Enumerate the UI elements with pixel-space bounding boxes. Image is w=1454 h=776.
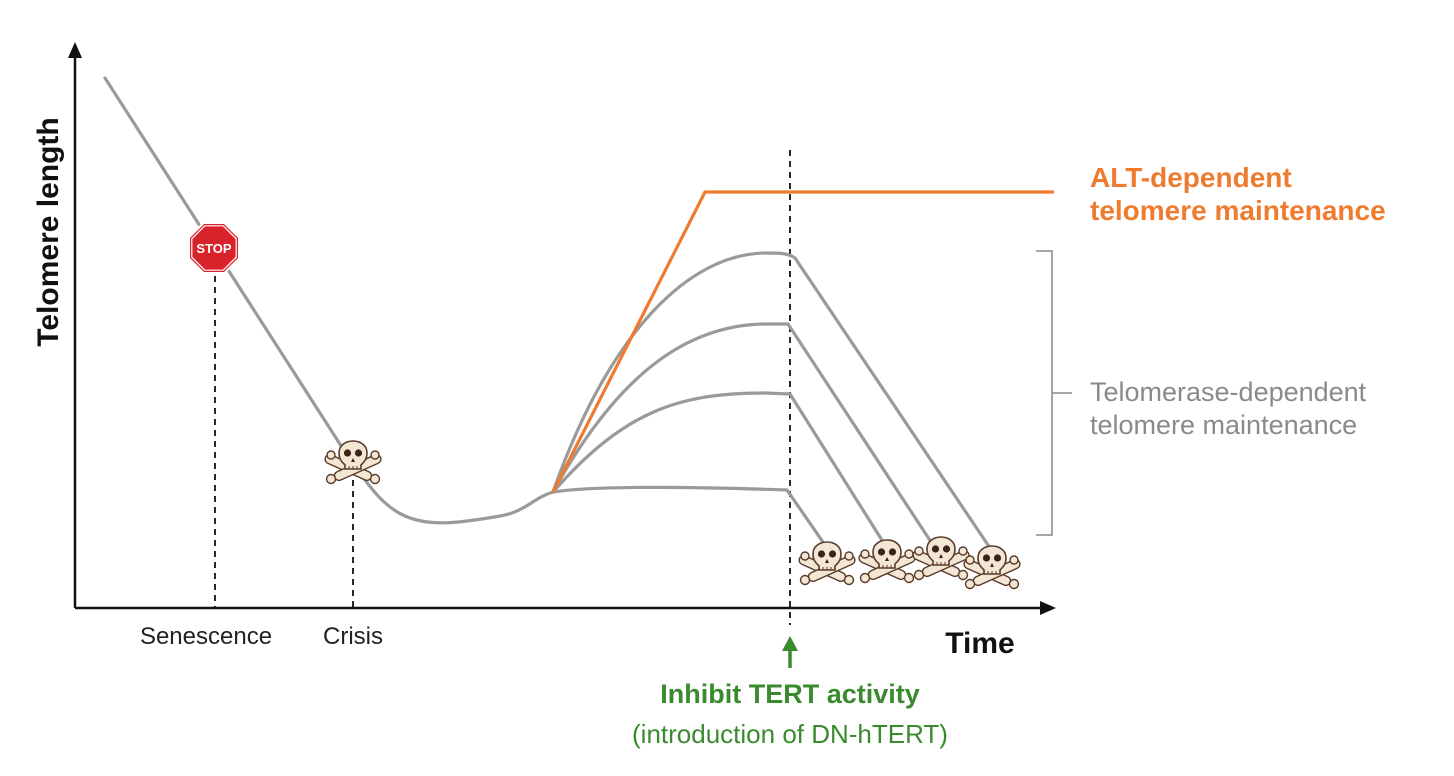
death-skull-icon-2 (856, 539, 918, 584)
alt-label-line1: ALT-dependent (1090, 162, 1292, 193)
inhibit-subtitle: (introduction of DN-hTERT) (632, 719, 948, 749)
alt-label-line2: telomere maintenance (1090, 195, 1386, 226)
stop-sign-icon: STOP (188, 222, 240, 274)
inhibit-title: Inhibit TERT activity (660, 679, 920, 709)
x-axis-arrowhead (1040, 601, 1056, 615)
death-skull-icon-1 (796, 541, 858, 586)
telomere-length-curve (103, 76, 555, 525)
telomerase-label-line2: telomere maintenance (1090, 410, 1357, 440)
y-axis-arrowhead (68, 42, 82, 58)
telomerase-curve-1 (551, 251, 992, 550)
stop-sign-text: STOP (196, 241, 231, 256)
telomerase-label-line1: Telomerase-dependent (1090, 377, 1367, 407)
death-skull-icon-4 (961, 545, 1023, 590)
senescence-label: Senescence (140, 623, 272, 650)
inhibit-arrow-icon (782, 636, 798, 668)
x-axis-label: Time (945, 627, 1014, 660)
telomerase-curve-4 (551, 485, 827, 547)
death-skull-icon-3 (910, 536, 972, 581)
telomerase-bracket (1036, 250, 1053, 536)
crisis-label: Crisis (323, 623, 383, 650)
y-axis-label: Telomere length (32, 117, 65, 346)
crisis-skull-icon (322, 440, 384, 485)
telomerase-curve-2 (551, 322, 937, 550)
telomerase-curve-3 (551, 391, 887, 547)
alt-dependent-curve (551, 190, 1054, 493)
